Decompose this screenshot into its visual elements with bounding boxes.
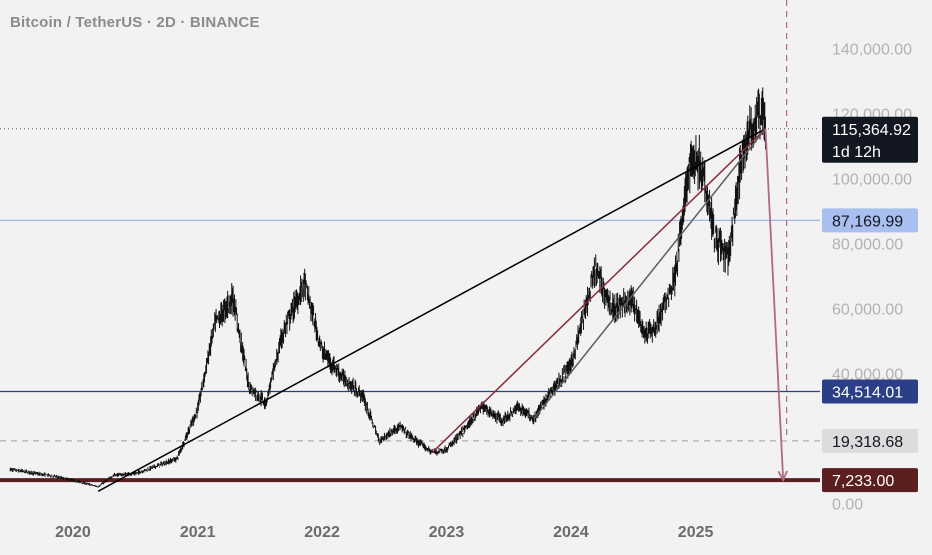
price-level-label: 7,233.00 xyxy=(832,473,894,490)
time-tick-label: 2022 xyxy=(304,524,340,541)
time-tick-label: 2020 xyxy=(55,524,91,541)
price-tick-label: 0.00 xyxy=(832,497,863,514)
price-tick-label: 60,000.00 xyxy=(832,302,903,319)
time-tick-label: 2021 xyxy=(180,524,216,541)
projection-arrow-head xyxy=(777,470,788,483)
price-level-badge[interactable] xyxy=(822,379,918,404)
bar-countdown-label: 1d 12h xyxy=(832,144,881,161)
symbol-title: Bitcoin / TetherUS · 2D · BINANCE xyxy=(10,14,260,31)
price-level-label: 34,514.01 xyxy=(832,384,903,401)
projection-arrow-shaft[interactable] xyxy=(764,128,785,481)
trendline[interactable] xyxy=(533,128,767,419)
trendline[interactable] xyxy=(97,128,766,492)
time-tick-label: 2024 xyxy=(553,524,589,541)
price-tick-label: 140,000.00 xyxy=(832,42,912,59)
price-tick-label: 40,000.00 xyxy=(832,367,903,384)
price-level-label: 87,169.99 xyxy=(832,213,903,230)
current-price-label: 115,364.92 xyxy=(832,122,911,139)
price-level-badge[interactable] xyxy=(822,428,918,453)
current-price-badge[interactable] xyxy=(822,116,918,163)
price-tick-label: 80,000.00 xyxy=(832,237,903,254)
time-tick-label: 2023 xyxy=(429,524,465,541)
price-level-badge[interactable] xyxy=(822,468,918,493)
trendline[interactable] xyxy=(431,128,766,453)
price-level-badge[interactable] xyxy=(822,208,918,233)
price-tick-label: 100,000.00 xyxy=(832,172,912,189)
price-level-label: 19,318.68 xyxy=(832,434,903,451)
time-tick-label: 2025 xyxy=(678,524,714,541)
